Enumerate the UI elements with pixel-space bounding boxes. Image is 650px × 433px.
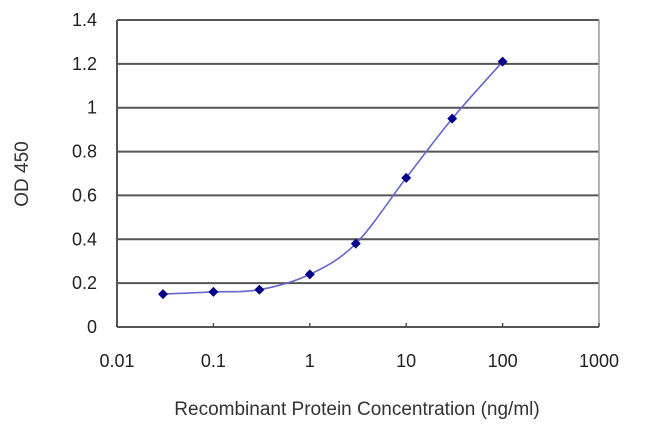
y-tick-label: 0.8 bbox=[72, 142, 97, 162]
data-point-diamond bbox=[497, 56, 508, 67]
x-tick-label: 100 bbox=[488, 351, 518, 371]
data-point-diamond bbox=[350, 238, 361, 249]
x-axis-title: Recombinant Protein Concentration (ng/ml… bbox=[174, 399, 539, 420]
data-line bbox=[162, 61, 504, 295]
data-point-diamond bbox=[254, 284, 265, 295]
data-point-diamond bbox=[447, 113, 458, 124]
data-point-diamond bbox=[401, 172, 412, 183]
y-tick-label: 0.2 bbox=[72, 273, 97, 293]
y-tick-label: 1 bbox=[87, 98, 97, 118]
y-tick-label: 0 bbox=[87, 317, 97, 337]
data-markers bbox=[157, 56, 508, 300]
y-tick-label: 0.6 bbox=[72, 185, 97, 205]
x-tick-label: 1000 bbox=[579, 351, 619, 371]
y-tick-label: 1.4 bbox=[72, 10, 97, 30]
x-tick-label: 10 bbox=[396, 351, 416, 371]
y-tick-labels: 0 0.2 0.4 0.6 0.8 1 1.2 1.4 bbox=[72, 10, 97, 337]
y-axis-title: OD 450 bbox=[12, 141, 33, 206]
data-point-diamond bbox=[157, 289, 168, 300]
data-point-diamond bbox=[304, 269, 315, 280]
x-tick-labels: 0.01 0.1 1 10 100 1000 bbox=[99, 351, 619, 371]
data-point-diamond bbox=[208, 286, 219, 297]
x-tick-label: 0.01 bbox=[99, 351, 134, 371]
x-tick-label: 1 bbox=[305, 351, 315, 371]
x-tick-label: 0.1 bbox=[201, 351, 226, 371]
axes bbox=[116, 20, 600, 328]
y-tick-label: 0.4 bbox=[72, 229, 97, 249]
gridlines bbox=[117, 19, 599, 285]
y-tick-label: 1.2 bbox=[72, 54, 97, 74]
